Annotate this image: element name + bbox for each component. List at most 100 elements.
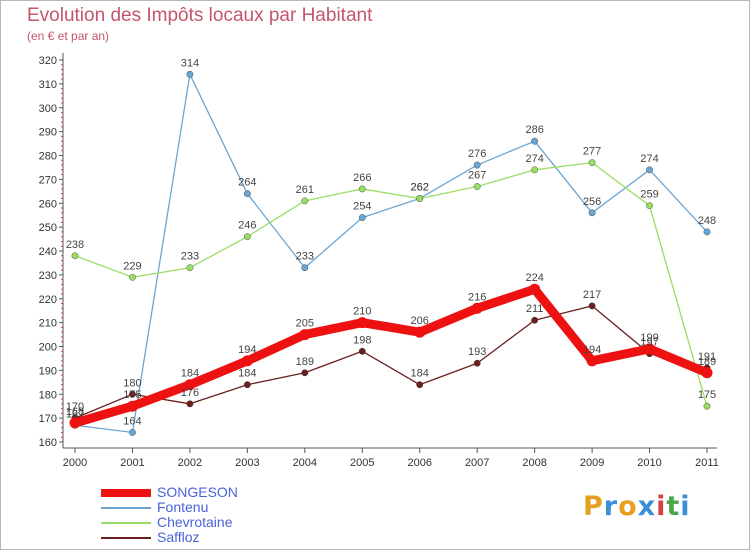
- data-label-saffloz: 184: [411, 368, 429, 380]
- data-label-saffloz: 170: [66, 401, 84, 413]
- data-label-saffloz: 184: [238, 368, 256, 380]
- data-point-fontenu: [186, 70, 194, 78]
- data-point-chevrotaine: [243, 233, 251, 241]
- data-point-chevrotaine: [358, 185, 366, 193]
- x-tick-label: 2006: [407, 457, 431, 469]
- data-point-songeson: [586, 355, 598, 367]
- legend-label: Saffloz: [157, 529, 200, 545]
- data-point-songeson: [644, 343, 656, 355]
- y-tick-label: 240: [39, 246, 57, 258]
- y-tick-label: 200: [39, 342, 57, 354]
- y-tick-label: 280: [39, 151, 57, 163]
- series-layer: [69, 70, 713, 436]
- data-point-chevrotaine: [301, 197, 309, 205]
- data-label-songeson: 210: [353, 306, 371, 318]
- data-label-fontenu: 264: [238, 177, 256, 189]
- data-label-fontenu: 314: [181, 57, 199, 69]
- data-label-songeson: 224: [525, 272, 543, 284]
- series-line-chevrotaine: [74, 162, 708, 407]
- data-label-fontenu: 254: [353, 201, 371, 213]
- y-tick-label: 220: [39, 294, 57, 306]
- legend-swatch: [101, 522, 151, 524]
- y-tick-label: 300: [39, 103, 57, 115]
- y-tick-label: 160: [39, 437, 57, 449]
- x-tick-label: 2002: [178, 457, 202, 469]
- data-point-fontenu: [473, 161, 481, 169]
- data-point-fontenu: [588, 209, 596, 217]
- data-label-songeson: 216: [468, 291, 486, 303]
- data-point-fontenu: [301, 264, 309, 272]
- data-point-saffloz: [531, 316, 539, 324]
- data-label-songeson: 189: [698, 356, 716, 368]
- data-point-songeson: [471, 302, 483, 314]
- data-label-saffloz: 193: [468, 346, 486, 358]
- legend-swatch: [101, 507, 151, 509]
- legend-label: Fontenu: [157, 499, 209, 515]
- data-point-songeson: [126, 400, 138, 412]
- data-point-chevrotaine: [646, 202, 653, 210]
- data-label-chevrotaine: 246: [238, 220, 256, 232]
- data-point-saffloz: [301, 369, 309, 377]
- data-label-fontenu: 262: [411, 181, 429, 193]
- data-point-chevrotaine: [531, 166, 539, 174]
- data-point-songeson: [701, 367, 713, 379]
- data-point-saffloz: [588, 302, 596, 310]
- data-label-songeson: 175: [123, 389, 141, 401]
- y-tick-label: 320: [39, 55, 57, 67]
- y-tick-label: 170: [39, 413, 57, 425]
- data-label-fontenu: 276: [468, 148, 486, 160]
- axes: 160 170 180 190 200 210 220 230 240 250 260 270 280 2…: [39, 53, 719, 469]
- data-point-fontenu: [531, 137, 539, 145]
- data-label-saffloz: 198: [353, 334, 371, 346]
- data-point-fontenu: [703, 228, 711, 236]
- data-label-chevrotaine: 238: [66, 239, 84, 251]
- data-label-songeson: 194: [583, 344, 601, 356]
- data-label-songeson: 194: [238, 344, 256, 356]
- data-label-chevrotaine: 261: [296, 184, 314, 196]
- data-label-saffloz: 189: [296, 356, 314, 368]
- data-point-saffloz: [416, 381, 424, 389]
- data-label-songeson: 168: [66, 406, 84, 418]
- y-tick-label: 310: [39, 79, 57, 91]
- chart-title: Evolution des Impôts locaux par Habitant: [27, 5, 373, 26]
- series-line-saffloz: [74, 305, 708, 419]
- data-label-chevrotaine: 266: [353, 172, 371, 184]
- data-point-songeson: [414, 326, 426, 338]
- x-tick-label: 2001: [120, 457, 144, 469]
- y-tick-label: 260: [39, 198, 57, 210]
- data-label-chevrotaine: 274: [525, 153, 543, 165]
- data-label-saffloz: 197: [640, 337, 658, 349]
- data-label-saffloz: 217: [583, 289, 601, 301]
- data-point-chevrotaine: [71, 252, 79, 260]
- y-tick-label: 230: [39, 270, 57, 282]
- data-point-songeson: [299, 329, 311, 341]
- x-tick-label: 2011: [695, 457, 719, 469]
- data-label-fontenu: 274: [640, 153, 658, 165]
- data-label-chevrotaine: 175: [698, 389, 716, 401]
- data-label-saffloz: 191: [698, 351, 716, 363]
- data-label-fontenu: 286: [525, 124, 543, 136]
- data-label-fontenu: 167: [66, 408, 84, 420]
- proxiti-logo: Proxiti: [583, 491, 691, 522]
- data-point-saffloz: [129, 390, 136, 398]
- data-point-saffloz: [243, 381, 251, 389]
- x-tick-label: 2010: [637, 457, 661, 469]
- data-label-chevrotaine: 267: [468, 170, 486, 182]
- legend-swatch: [101, 489, 151, 497]
- data-point-fontenu: [646, 166, 653, 174]
- data-point-songeson: [184, 379, 196, 391]
- legend-label: SONGESON: [157, 484, 238, 500]
- y-tick-label: 190: [39, 365, 57, 377]
- data-label-songeson: 199: [640, 332, 658, 344]
- data-point-songeson: [69, 417, 81, 429]
- data-point-chevrotaine: [703, 402, 711, 410]
- data-label-chevrotaine: 229: [123, 260, 141, 272]
- data-label-songeson: 184: [181, 368, 199, 380]
- data-label-saffloz: 211: [526, 303, 544, 315]
- data-label-saffloz: 176: [181, 387, 199, 399]
- data-label-chevrotaine: 233: [181, 251, 199, 263]
- data-label-chevrotaine: 262: [411, 181, 429, 193]
- data-point-fontenu: [358, 214, 366, 221]
- x-tick-label: 2007: [465, 457, 489, 469]
